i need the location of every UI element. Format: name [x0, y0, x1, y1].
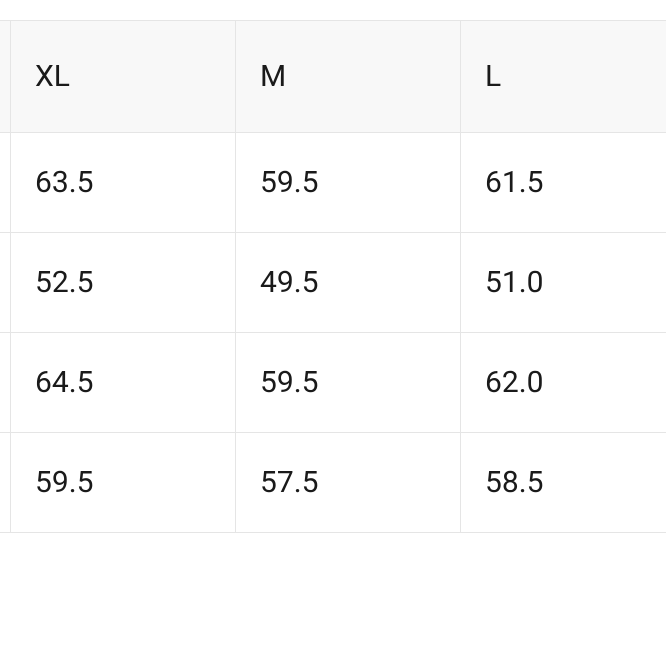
table-header-m: M [236, 21, 461, 133]
table-header-row: XL M L [0, 21, 666, 133]
table-cell: 51.0 [461, 233, 666, 333]
table-header-stub [0, 21, 11, 133]
table-cell: 63.5 [11, 133, 236, 233]
table-row: 52.5 49.5 51.0 [0, 233, 666, 333]
table-header-l: L [461, 21, 666, 133]
table-cell: 52.5 [11, 233, 236, 333]
size-table-container: XL M L 63.5 59.5 61.5 52.5 49.5 51.0 64.… [0, 0, 666, 666]
table-cell: 59.5 [236, 133, 461, 233]
table-row: 63.5 59.5 61.5 [0, 133, 666, 233]
table-cell: 49.5 [236, 233, 461, 333]
table-cell-stub [0, 333, 11, 433]
size-table: XL M L 63.5 59.5 61.5 52.5 49.5 51.0 64.… [0, 20, 666, 533]
table-cell-stub [0, 433, 11, 533]
table-row: 64.5 59.5 62.0 [0, 333, 666, 433]
table-header-xl: XL [11, 21, 236, 133]
table-row: 59.5 57.5 58.5 [0, 433, 666, 533]
table-cell: 57.5 [236, 433, 461, 533]
table-cell: 59.5 [236, 333, 461, 433]
table-cell: 61.5 [461, 133, 666, 233]
table-cell: 59.5 [11, 433, 236, 533]
table-cell-stub [0, 233, 11, 333]
table-cell: 58.5 [461, 433, 666, 533]
table-cell-stub [0, 133, 11, 233]
table-cell: 62.0 [461, 333, 666, 433]
table-cell: 64.5 [11, 333, 236, 433]
